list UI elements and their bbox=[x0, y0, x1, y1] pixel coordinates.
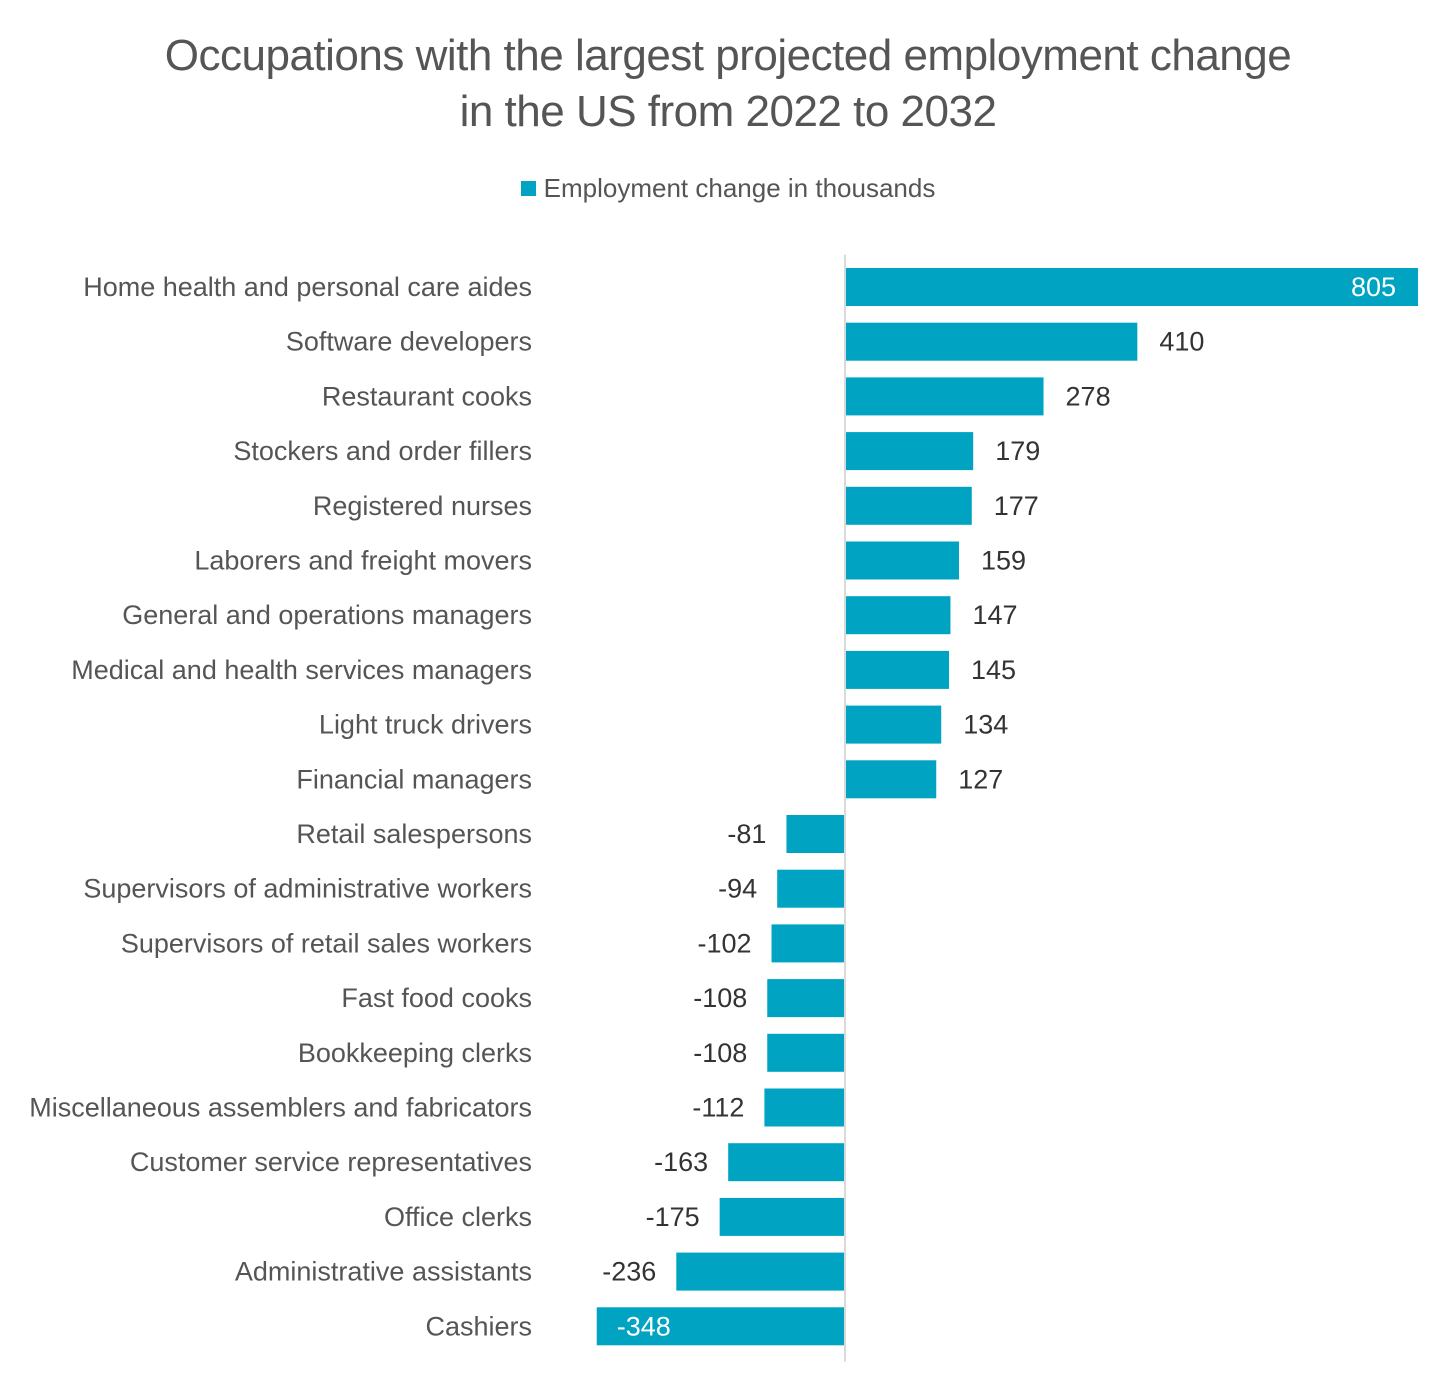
category-label: Supervisors of administrative workers bbox=[83, 874, 532, 904]
data-label: -175 bbox=[646, 1202, 700, 1232]
category-label: Laborers and freight movers bbox=[194, 546, 532, 576]
category-label: Fast food cooks bbox=[341, 983, 532, 1013]
bar bbox=[846, 268, 1418, 306]
data-label: 127 bbox=[958, 764, 1003, 794]
data-label: -236 bbox=[602, 1257, 656, 1287]
data-label: 278 bbox=[1066, 381, 1111, 411]
chart-title-line-1: Occupations with the largest projected e… bbox=[164, 31, 1292, 80]
bar bbox=[764, 1088, 844, 1127]
bar bbox=[596, 1307, 844, 1346]
data-label: 145 bbox=[971, 655, 1016, 685]
chart-title: Occupations with the largest projected e… bbox=[0, 28, 1456, 140]
bar bbox=[846, 596, 951, 635]
bar bbox=[767, 1033, 844, 1072]
bar bbox=[846, 650, 950, 689]
chart-title-line-2: in the US from 2022 to 2032 bbox=[459, 87, 997, 136]
category-label: Miscellaneous assemblers and fabricators bbox=[29, 1093, 532, 1123]
category-label: Retail salespersons bbox=[296, 819, 532, 849]
data-label: -112 bbox=[692, 1093, 744, 1123]
bar bbox=[846, 322, 1138, 361]
category-label: Medical and health services managers bbox=[71, 655, 532, 685]
bar bbox=[846, 760, 937, 799]
data-label: -108 bbox=[693, 983, 747, 1013]
data-label: 179 bbox=[995, 436, 1040, 466]
legend: Employment change in thousands bbox=[0, 173, 1456, 204]
category-label: Software developers bbox=[286, 327, 532, 357]
category-label: Cashiers bbox=[425, 1311, 532, 1341]
category-label: Stockers and order fillers bbox=[233, 436, 532, 466]
bar bbox=[846, 705, 942, 744]
category-label: Home health and personal care aides bbox=[83, 272, 532, 302]
bar bbox=[767, 979, 844, 1018]
bar bbox=[846, 486, 972, 525]
data-label: 177 bbox=[994, 491, 1039, 521]
category-label: Office clerks bbox=[384, 1202, 532, 1232]
data-label: 410 bbox=[1159, 327, 1204, 357]
data-label: 147 bbox=[972, 600, 1017, 630]
category-label: Administrative assistants bbox=[235, 1257, 532, 1287]
data-label: -102 bbox=[697, 928, 751, 958]
bar bbox=[846, 432, 974, 471]
bar bbox=[846, 541, 959, 580]
bar bbox=[786, 815, 844, 853]
bar bbox=[846, 377, 1044, 416]
category-label: Supervisors of retail sales workers bbox=[121, 928, 532, 958]
data-label: -348 bbox=[617, 1311, 671, 1341]
bar bbox=[728, 1143, 844, 1182]
legend-label: Employment change in thousands bbox=[543, 173, 936, 203]
category-label: Financial managers bbox=[296, 764, 532, 794]
data-label: 159 bbox=[981, 546, 1026, 576]
data-label: -81 bbox=[727, 819, 766, 849]
legend-swatch bbox=[520, 181, 536, 196]
bar bbox=[771, 924, 844, 963]
bar bbox=[719, 1197, 844, 1236]
category-label: General and operations managers bbox=[122, 600, 532, 630]
data-label: -94 bbox=[718, 874, 757, 904]
data-label: -108 bbox=[693, 1038, 747, 1068]
category-label: Bookkeeping clerks bbox=[298, 1038, 532, 1068]
data-label: -163 bbox=[654, 1147, 708, 1177]
category-label: Customer service representatives bbox=[130, 1147, 532, 1177]
category-label: Registered nurses bbox=[313, 491, 532, 521]
category-label: Restaurant cooks bbox=[322, 381, 532, 411]
data-label: 805 bbox=[1351, 272, 1396, 302]
bar bbox=[777, 869, 844, 908]
bar bbox=[676, 1252, 844, 1291]
data-label: 134 bbox=[963, 710, 1008, 740]
category-label: Light truck drivers bbox=[319, 710, 532, 740]
